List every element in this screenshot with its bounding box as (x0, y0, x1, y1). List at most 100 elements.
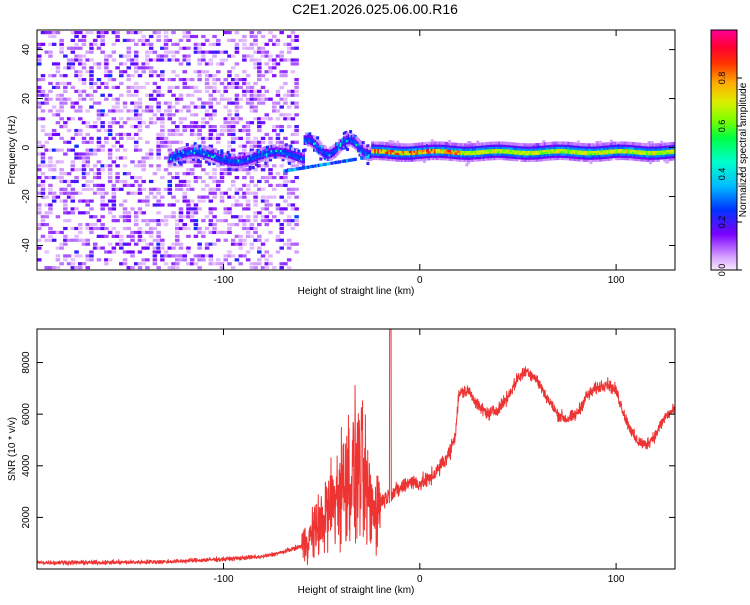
heatmap-cell (85, 93, 90, 97)
heatmap-cell (268, 140, 273, 144)
heatmap-cell (324, 162, 328, 166)
heatmap-cell (253, 105, 258, 109)
heatmap-cell (81, 42, 87, 46)
heatmap-cell (197, 74, 202, 78)
heatmap-cell (660, 147, 664, 151)
heatmap-cell (152, 226, 158, 231)
heatmap-cell (655, 143, 659, 147)
heatmap-cell (609, 148, 613, 152)
heatmap-cell (636, 157, 640, 162)
heatmap-cell (236, 156, 240, 160)
heatmap-cell (660, 145, 664, 149)
heatmap-cell (460, 158, 464, 162)
heatmap-cell (268, 58, 273, 62)
heatmap-cell (437, 156, 441, 161)
heatmap-cell (476, 153, 480, 158)
heatmap-cell (410, 145, 414, 149)
heatmap-cell (119, 144, 124, 148)
heatmap-cell (219, 175, 225, 180)
colorbar-label: Normalized spectral amplitude (738, 82, 749, 217)
heatmap-cell (389, 149, 393, 153)
heatmap-cell (70, 238, 76, 242)
heatmap-cell (133, 140, 139, 144)
heatmap-cell (457, 145, 461, 149)
heatmap-cell (286, 113, 292, 117)
heatmap-cell (375, 154, 379, 158)
heatmap-cell (234, 203, 240, 207)
heatmap-cell (160, 242, 165, 246)
heatmap-cell (422, 157, 426, 161)
heatmap-cell (78, 38, 83, 43)
heatmap-cell (671, 144, 675, 148)
heatmap-cell (656, 158, 660, 162)
heatmap-cell (201, 34, 206, 39)
heatmap-cell (220, 153, 224, 157)
heatmap-cell (526, 143, 530, 147)
heatmap-cell (238, 152, 243, 156)
heatmap-cell (466, 141, 470, 145)
heatmap-cell (126, 50, 132, 54)
heatmap-cell (660, 143, 664, 147)
heatmap-cell (242, 183, 247, 187)
heatmap-cell (249, 226, 255, 231)
heatmap-cell (81, 54, 87, 58)
heatmap-cell (163, 254, 169, 258)
heatmap-cell (186, 109, 191, 113)
heatmap-cell (514, 142, 518, 146)
heatmap-cell (594, 149, 598, 154)
heatmap-cell (415, 151, 419, 155)
heatmap-cell (366, 157, 370, 161)
heatmap-cell (201, 125, 206, 129)
heatmap-cell (248, 164, 252, 169)
heatmap-cell (126, 250, 132, 254)
heatmap-cell (92, 222, 98, 227)
heatmap-cell (570, 150, 574, 155)
heatmap-cell (617, 145, 621, 150)
heatmap-cell (100, 168, 105, 172)
heatmap-cell (279, 113, 284, 117)
heatmap-cell (74, 175, 79, 180)
heatmap-cell (122, 199, 128, 203)
heatmap-cell (148, 234, 154, 238)
heatmap-cell (245, 54, 251, 58)
heatmap-cell (671, 141, 675, 146)
heatmap-cell (290, 219, 296, 223)
heatmap-cell (230, 132, 236, 137)
heatmap-cell (454, 155, 458, 160)
heatmap-cell (221, 154, 225, 158)
heatmap-cell (271, 128, 277, 133)
heatmap-cell (186, 93, 191, 97)
heatmap-cell (506, 148, 510, 152)
heatmap-cell (294, 46, 299, 50)
heatmap-cell (279, 74, 284, 78)
heatmap-cell (37, 222, 42, 227)
heatmap-cell (572, 155, 576, 159)
heatmap-cell (228, 153, 232, 157)
heatmap-cell (111, 144, 117, 148)
heatmap-cell (137, 128, 143, 133)
heatmap-cell (212, 109, 217, 113)
heatmap-cell (81, 175, 87, 180)
heatmap-cell (432, 156, 436, 161)
heatmap-cell (107, 132, 113, 137)
heatmap-cell (471, 156, 475, 160)
heatmap-cell (141, 156, 146, 160)
heatmap-cell (259, 147, 263, 151)
heatmap-cell (631, 153, 635, 157)
heatmap-cell (639, 142, 643, 146)
heatmap-cell (302, 155, 306, 159)
heatmap-cell (251, 157, 255, 161)
heatmap-cell (333, 152, 337, 156)
heatmap-cell (230, 136, 236, 140)
heatmap-cell (656, 149, 660, 154)
heatmap-cell (562, 141, 566, 145)
heatmap-cell (253, 97, 258, 101)
heatmap-cell (89, 30, 94, 35)
heatmap-cell (622, 143, 626, 147)
figure-title: C2E1.2026.025.06.00.R16 (292, 1, 458, 17)
heatmap-cell (611, 146, 615, 150)
heatmap-cell (545, 150, 549, 155)
heatmap-cell (399, 145, 403, 149)
heatmap-cell (197, 70, 202, 74)
heatmap-cell (369, 153, 373, 157)
